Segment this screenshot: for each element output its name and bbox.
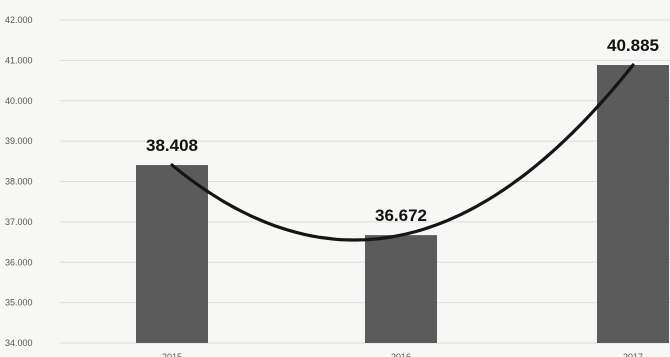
data-label: 38.408 (146, 136, 198, 155)
y-tick-label: 36.000 (5, 257, 33, 267)
y-tick-label: 35.000 (5, 298, 33, 308)
y-tick-label: 39.000 (5, 136, 33, 146)
y-tick-label: 34.000 (5, 338, 33, 348)
bars (136, 65, 669, 343)
x-axis-categories: 2015 2016 2017 (162, 352, 643, 357)
category-label: 2015 (162, 352, 182, 357)
category-label: 2017 (623, 352, 643, 357)
data-labels: 38.408 36.672 40.885 (146, 36, 659, 225)
bar (365, 235, 437, 343)
trendline-layer (170, 63, 635, 242)
y-tick-label: 40.000 (5, 96, 33, 106)
category-label: 2016 (391, 352, 411, 357)
y-tick-label: 37.000 (5, 217, 33, 227)
bar (136, 165, 208, 343)
y-tick-label: 38.000 (5, 177, 33, 187)
y-tick-label: 42.000 (5, 15, 33, 25)
y-axis-ticks: 34.000 35.000 36.000 37.000 38.000 39.000 40.0… (5, 15, 33, 348)
bar (597, 65, 669, 343)
trendline (170, 63, 635, 242)
data-label: 40.885 (607, 36, 659, 55)
y-tick-label: 41.000 (5, 55, 33, 65)
data-label: 36.672 (375, 206, 427, 225)
